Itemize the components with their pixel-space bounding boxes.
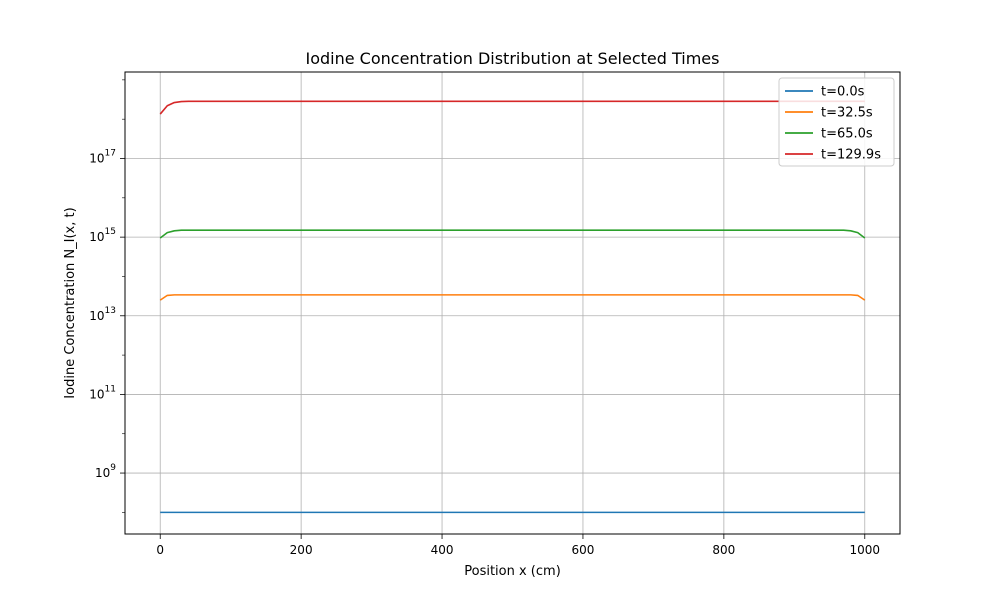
y-tick-label: 1017	[89, 149, 116, 166]
y-tick-label-exponent: 17	[105, 149, 116, 159]
y-tick-label-exponent: 13	[105, 306, 116, 316]
y-tick-label-exponent: 9	[110, 463, 116, 473]
x-tick-label: 600	[572, 543, 595, 557]
y-tick-label-exponent: 15	[105, 227, 116, 237]
y-axis-label: Iodine Concentration N_I(x, t)	[63, 207, 78, 398]
legend: t=0.0s t=32.5s t=65.0s t=129.9s	[778, 77, 895, 167]
series-line	[159, 100, 865, 115]
legend-label: t=0.0s	[821, 85, 865, 100]
y-tick-label: 1011	[89, 384, 116, 401]
grid-lines	[125, 72, 900, 534]
series-line	[159, 294, 866, 301]
y-tick-label-base: 10	[89, 387, 104, 401]
x-tick-label: 800	[712, 543, 735, 557]
y-tick-label-base: 10	[89, 152, 104, 166]
chart-title: Iodine Concentration Distribution at Sel…	[306, 49, 720, 68]
x-tick-label: 1000	[849, 543, 880, 557]
y-tick-label-base: 10	[89, 230, 104, 244]
series-lines	[159, 100, 866, 514]
legend-label: t=65.0s	[821, 127, 873, 142]
legend-label: t=129.9s	[821, 148, 881, 163]
legend-box	[778, 77, 895, 167]
y-tick-label-exponent: 11	[105, 384, 116, 394]
axes-frame	[124, 71, 901, 535]
x-axis-label: Position x (cm)	[464, 564, 561, 579]
x-tick-label: 200	[290, 543, 313, 557]
y-tick-label-base: 10	[89, 309, 104, 323]
y-tick-label-base: 10	[95, 466, 110, 480]
y-tick-label: 1015	[89, 227, 116, 244]
legend-label: t=32.5s	[821, 106, 873, 121]
x-tick-label: 400	[431, 543, 454, 557]
x-axis-ticks: 0 200 400 600 800 1000	[156, 534, 880, 557]
y-tick-label: 109	[95, 463, 116, 480]
x-tick-label: 0	[156, 543, 164, 557]
y-tick-label: 1013	[89, 306, 116, 323]
series-line	[159, 229, 866, 239]
